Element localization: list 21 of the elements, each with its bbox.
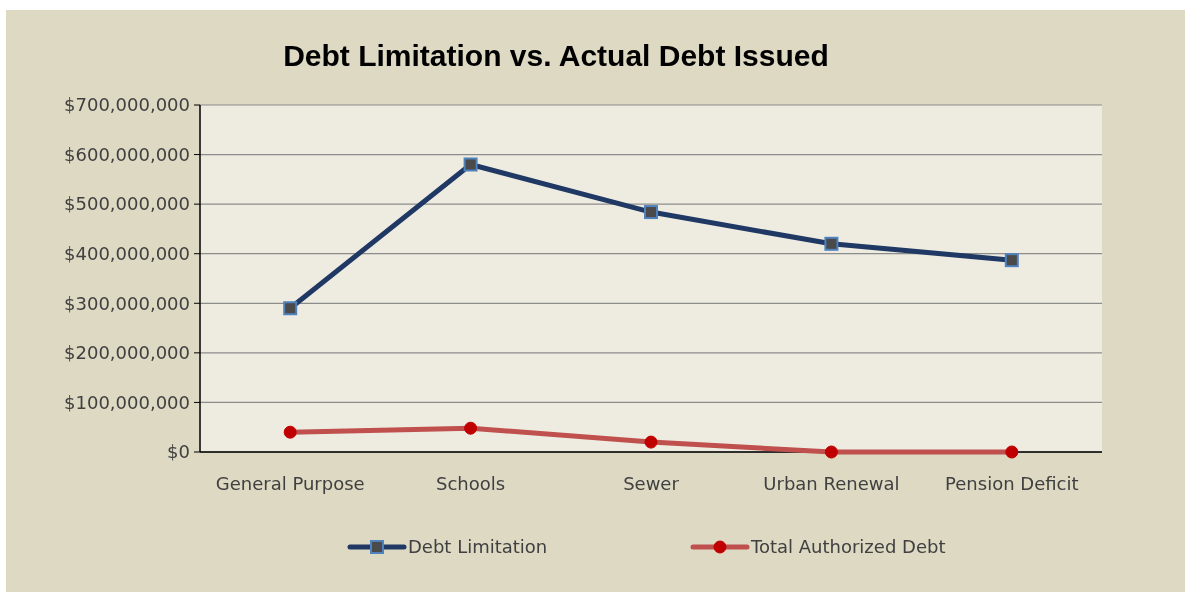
legend-label: Debt Limitation xyxy=(408,536,548,558)
y-tick-label: $300,000,000 xyxy=(64,292,190,314)
point xyxy=(824,236,839,251)
legend-label: Total Authorized Debt xyxy=(750,536,946,558)
y-tick-label: $600,000,000 xyxy=(64,143,190,165)
y-tick-label: $200,000,000 xyxy=(64,342,190,364)
x-tick-label: Urban Renewal xyxy=(763,473,900,494)
y-tick-label: $500,000,000 xyxy=(64,193,190,215)
point xyxy=(463,157,478,172)
x-tick-label: Pension Deficit xyxy=(945,473,1079,494)
chart-title: Debt Limitation vs. Actual Debt Issued xyxy=(283,39,829,72)
y-tick-label: $0 xyxy=(167,441,190,463)
y-tick-label: $700,000,000 xyxy=(64,94,190,116)
x-tick-label: Schools xyxy=(436,473,506,494)
x-tick-label: General Purpose xyxy=(215,473,365,494)
y-tick-label: $400,000,000 xyxy=(64,243,190,265)
y-tick-label: $100,000,000 xyxy=(64,391,190,413)
point xyxy=(1004,253,1019,268)
x-tick-label: Sewer xyxy=(623,473,680,494)
point xyxy=(283,301,298,316)
point xyxy=(644,205,658,220)
